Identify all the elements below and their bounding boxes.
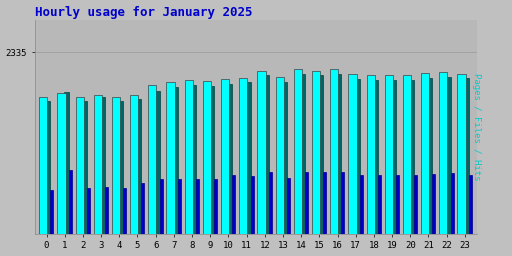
Bar: [123, 188, 126, 234]
Bar: [258, 71, 266, 234]
Bar: [458, 74, 466, 234]
Bar: [451, 173, 454, 234]
Bar: [232, 175, 236, 234]
Bar: [166, 81, 175, 234]
Bar: [250, 176, 253, 234]
Bar: [421, 73, 429, 234]
Bar: [312, 71, 320, 234]
Bar: [318, 75, 323, 234]
Bar: [439, 72, 447, 234]
Bar: [396, 175, 399, 234]
Bar: [414, 175, 417, 234]
Bar: [214, 179, 217, 234]
Bar: [275, 77, 284, 234]
Bar: [94, 95, 102, 234]
Bar: [173, 87, 178, 234]
Bar: [209, 86, 214, 234]
Bar: [112, 97, 120, 234]
Bar: [155, 91, 160, 234]
Bar: [118, 101, 123, 234]
Bar: [269, 172, 272, 234]
Bar: [348, 74, 356, 234]
Bar: [185, 80, 193, 234]
Bar: [191, 86, 196, 234]
Bar: [403, 74, 411, 234]
Bar: [141, 183, 144, 234]
Bar: [239, 78, 247, 234]
Bar: [428, 78, 433, 234]
Bar: [130, 95, 138, 234]
Bar: [264, 75, 269, 234]
Bar: [203, 81, 211, 234]
Bar: [342, 172, 345, 234]
Bar: [196, 179, 199, 234]
Bar: [294, 69, 302, 234]
Bar: [39, 97, 47, 234]
Bar: [227, 84, 232, 234]
Bar: [82, 101, 87, 234]
Bar: [359, 175, 362, 234]
Bar: [160, 179, 163, 234]
Bar: [100, 97, 105, 234]
Bar: [221, 79, 229, 234]
Bar: [367, 74, 375, 234]
Bar: [355, 79, 359, 234]
Bar: [105, 187, 108, 234]
Bar: [137, 99, 141, 234]
Text: Hourly usage for January 2025: Hourly usage for January 2025: [35, 6, 252, 18]
Bar: [391, 80, 396, 234]
Bar: [87, 188, 90, 234]
Bar: [305, 172, 308, 234]
Bar: [51, 190, 53, 234]
Bar: [76, 97, 84, 234]
Bar: [433, 174, 435, 234]
Bar: [46, 101, 50, 234]
Bar: [336, 74, 342, 234]
Bar: [385, 74, 393, 234]
Bar: [464, 78, 469, 234]
Bar: [330, 69, 338, 234]
Bar: [409, 80, 414, 234]
Bar: [69, 170, 72, 234]
Bar: [378, 175, 381, 234]
Y-axis label: Pages / Files / Hits: Pages / Files / Hits: [472, 73, 481, 180]
Bar: [300, 74, 305, 234]
Bar: [445, 77, 451, 234]
Bar: [323, 173, 326, 234]
Bar: [178, 179, 181, 234]
Bar: [63, 92, 69, 234]
Bar: [287, 178, 290, 234]
Bar: [246, 82, 250, 234]
Bar: [373, 80, 378, 234]
Bar: [282, 81, 287, 234]
Bar: [469, 175, 472, 234]
Bar: [148, 85, 157, 234]
Bar: [57, 93, 66, 234]
